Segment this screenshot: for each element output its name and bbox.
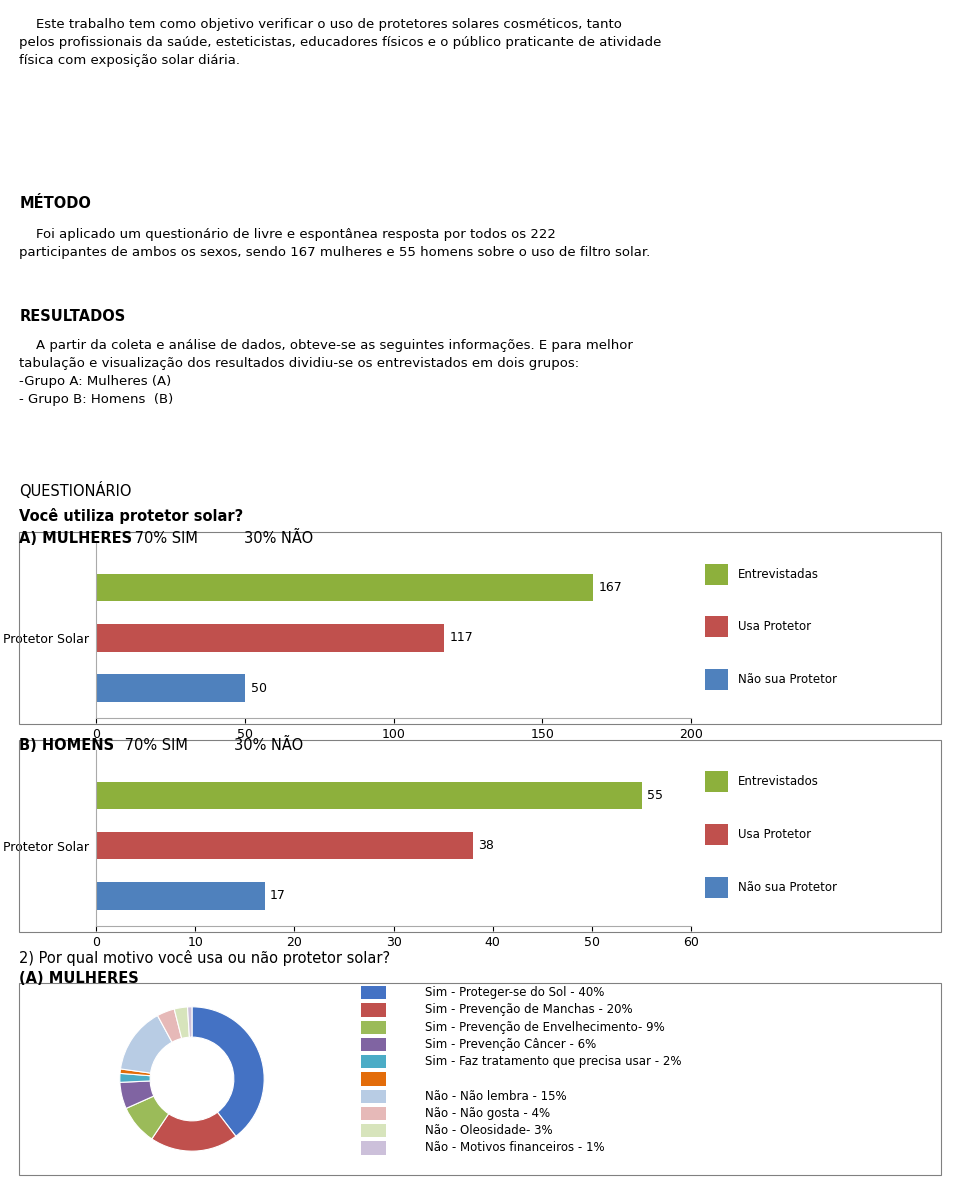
Bar	[96, 573, 593, 602]
Text: 117: 117	[450, 631, 474, 645]
Text: Sim - Prevenção Câncer - 6%: Sim - Prevenção Câncer - 6%	[425, 1037, 597, 1050]
Bar	[361, 1142, 386, 1155]
Bar	[96, 832, 473, 859]
Bar	[706, 877, 729, 897]
Text: Entrevistadas: Entrevistadas	[737, 567, 819, 580]
Wedge shape	[157, 1009, 181, 1042]
Text: (A) MULHERES: (A) MULHERES	[19, 971, 139, 986]
Bar	[361, 1107, 386, 1121]
Text: Você utiliza protetor solar?: Você utiliza protetor solar?	[19, 508, 244, 523]
Text: 70% SIM          30% NÃO: 70% SIM 30% NÃO	[120, 738, 303, 754]
Wedge shape	[152, 1112, 236, 1151]
Bar	[361, 1090, 386, 1103]
Text: 2) Por qual motivo você usa ou não protetor solar?: 2) Por qual motivo você usa ou não prote…	[19, 950, 391, 965]
Wedge shape	[192, 1007, 264, 1136]
Text: Usa Protetor: Usa Protetor	[737, 621, 811, 634]
Text: RESULTADOS: RESULTADOS	[19, 309, 126, 324]
Text: Usa Protetor: Usa Protetor	[737, 829, 811, 842]
Wedge shape	[121, 1016, 172, 1073]
Text: A partir da coleta e análise de dados, obteve-se as seguintes informações. E par: A partir da coleta e análise de dados, o…	[19, 339, 633, 406]
Bar	[96, 781, 641, 810]
Text: Não - Não lembra - 15%: Não - Não lembra - 15%	[425, 1090, 567, 1103]
Text: Entrevistados: Entrevistados	[737, 775, 819, 788]
Bar	[361, 1124, 386, 1137]
Text: Este trabalho tem como objetivo verificar o uso de protetores solares cosméticos: Este trabalho tem como objetivo verifica…	[19, 18, 661, 66]
Bar	[96, 624, 444, 652]
Text: Não - Não gosta - 4%: Não - Não gosta - 4%	[425, 1107, 551, 1121]
Wedge shape	[187, 1007, 192, 1037]
Bar	[706, 616, 729, 637]
Text: Não sua Protetor: Não sua Protetor	[737, 881, 837, 894]
Text: Foi aplicado um questionário de livre e espontânea resposta por todos os 222
par: Foi aplicado um questionário de livre e …	[19, 228, 651, 259]
Text: 167: 167	[599, 582, 623, 595]
Text: Sim - Faz tratamento que precisa usar - 2%: Sim - Faz tratamento que precisa usar - …	[425, 1055, 682, 1068]
Bar	[361, 1037, 386, 1050]
Wedge shape	[126, 1096, 169, 1138]
Text: Não - Oleosidade- 3%: Não - Oleosidade- 3%	[425, 1124, 553, 1137]
Text: Sim - Proteger-se do Sol - 40%: Sim - Proteger-se do Sol - 40%	[425, 986, 605, 999]
Bar	[96, 882, 265, 909]
Bar	[361, 986, 386, 999]
Bar	[361, 1003, 386, 1016]
Text: B) HOMENS: B) HOMENS	[19, 738, 114, 754]
Text: MÉTODO: MÉTODO	[19, 196, 91, 211]
Text: 38: 38	[478, 839, 493, 852]
Wedge shape	[120, 1069, 151, 1075]
Bar	[706, 772, 729, 793]
Text: Não sua Protetor: Não sua Protetor	[737, 673, 837, 686]
Text: 17: 17	[270, 889, 285, 902]
Text: 70% SIM          30% NÃO: 70% SIM 30% NÃO	[130, 531, 313, 546]
Wedge shape	[174, 1007, 189, 1039]
Bar	[706, 824, 729, 845]
Text: Não - Motivos financeiros - 1%: Não - Motivos financeiros - 1%	[425, 1142, 605, 1155]
Bar	[96, 674, 245, 702]
Text: Sim - Prevenção de Envelhecimento- 9%: Sim - Prevenção de Envelhecimento- 9%	[425, 1021, 665, 1034]
Wedge shape	[120, 1081, 154, 1109]
Text: 55: 55	[647, 789, 662, 802]
Bar	[706, 669, 729, 690]
Text: Sim - Prevenção de Manchas - 20%: Sim - Prevenção de Manchas - 20%	[425, 1003, 633, 1016]
Text: 50: 50	[251, 681, 267, 694]
Bar	[361, 1055, 386, 1068]
Wedge shape	[120, 1073, 151, 1083]
Bar	[361, 1072, 386, 1086]
Text: QUESTIONÁRIO: QUESTIONÁRIO	[19, 482, 132, 499]
Bar	[706, 564, 729, 585]
Bar	[361, 1021, 386, 1034]
Text: A) MULHERES: A) MULHERES	[19, 531, 132, 546]
